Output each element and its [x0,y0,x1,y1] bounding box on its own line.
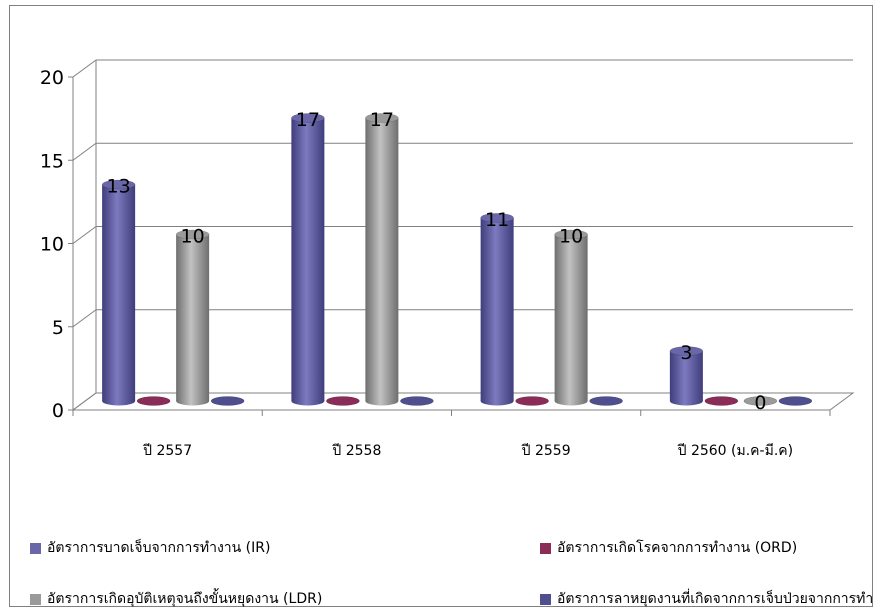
bar [291,113,325,406]
bar-top [400,396,434,406]
legend-item: อัตราการเกิดโรคจากการทำงาน (ORD) [540,537,797,559]
bar-top [554,229,588,240]
y-tick-label: 15 [40,150,64,172]
bar [669,346,704,406]
bar-top [669,346,704,356]
bar [326,396,360,406]
y-tick-label: 0 [52,400,64,422]
legend-item: อัตราการบาดเจ็บจากการทำงาน (IR) [30,537,270,559]
bar-base [102,396,136,406]
chart-frame [9,5,873,607]
x-category-label: ปี 2560 (ม.ค-มี.ค) [677,443,793,459]
bar [515,396,549,406]
bar [480,213,514,406]
legend-swatch [540,593,551,605]
bar-top [515,396,549,406]
bar-top [326,396,360,406]
bar-body [176,234,210,401]
bar-top [480,213,514,223]
bar-top [743,396,778,406]
bar [101,179,136,406]
y-tick-label: 10 [40,234,64,256]
gridline-side [72,142,97,161]
data-label: 17 [296,109,320,131]
bar-top [210,396,245,406]
bar-top [589,396,623,406]
bar-body [480,217,514,401]
bar-base [176,396,210,406]
bar-body [554,234,588,401]
bar-body [365,117,399,401]
bar [365,113,399,406]
bar-body [102,184,136,401]
bar-top [365,113,399,123]
x-category-label: ปี 2557 [143,443,192,459]
gridline-side [72,226,97,244]
bar [778,396,813,406]
bar-top [704,396,739,406]
data-label: 10 [559,226,583,248]
data-label: 13 [107,176,131,198]
bar-body [669,351,703,401]
bar-base [291,396,325,406]
bar [400,396,434,406]
legend-item: อัตราการเกิดอุบัติเหตุจนถึงขั้นหยุดงาน (… [30,588,322,610]
bar-top [136,396,171,406]
bar-base [669,396,703,406]
bar-top [291,113,325,123]
legend-label: อัตราการบาดเจ็บจากการทำงาน (IR) [47,540,271,556]
bar-top [175,229,210,240]
bar [704,396,739,406]
bar-top [101,179,136,190]
data-label: 0 [754,392,766,414]
legend-swatch [30,593,41,605]
bar [210,396,245,406]
bar-base [365,396,399,406]
gridline-side [72,309,97,328]
bar [554,229,588,406]
bar-base [554,396,588,406]
data-label: 17 [370,109,394,131]
legend-label: อัตราการลาหยุดงานที่เกิดจากการเจ็บป่วยจา… [557,591,873,607]
legend-item: อัตราการลาหยุดงานที่เกิดจากการเจ็บป่วยจา… [540,588,873,610]
data-label: 11 [485,209,509,231]
legend-swatch [540,542,551,554]
bar [589,396,623,406]
bar-base [480,396,514,406]
bar-top [778,396,813,406]
y-tick-label: 20 [40,67,64,89]
legend-swatch [30,542,41,554]
x-category-label: ปี 2558 [332,443,381,459]
gridline-side [72,59,97,78]
bar [136,396,171,406]
x-category-label: ปี 2559 [521,443,570,459]
y-tick-label: 5 [52,317,64,339]
legend-label: อัตราการเกิดอุบัติเหตุจนถึงขั้นหยุดงาน (… [47,591,323,607]
data-label: 3 [680,342,692,364]
legend-label: อัตราการเกิดโรคจากการทำงาน (ORD) [557,540,798,556]
bar [175,229,210,406]
chart-floor [71,392,855,411]
bar [743,396,778,406]
bar-body [291,117,325,401]
data-label: 10 [181,226,205,248]
